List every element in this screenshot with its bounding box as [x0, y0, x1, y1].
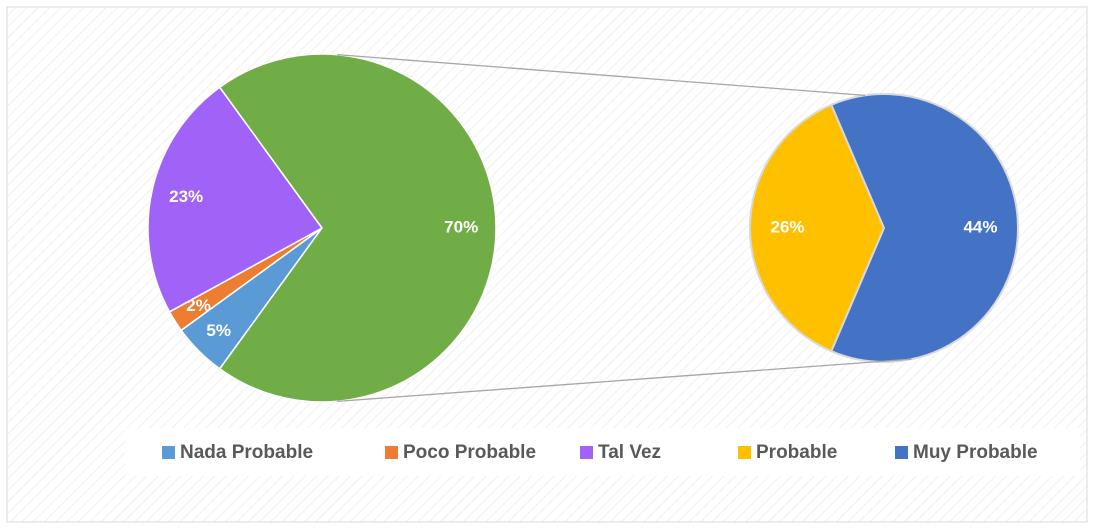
data-label: 26% — [771, 217, 805, 236]
connector-line — [337, 358, 912, 402]
connector-line — [337, 54, 866, 96]
legend-label: Poco Probable — [403, 442, 536, 463]
legend-label: Nada Probable — [180, 442, 313, 463]
legend-swatch — [580, 446, 593, 459]
legend-label: Probable — [756, 442, 837, 463]
pie-slice — [749, 103, 886, 353]
data-label: 23% — [169, 187, 203, 206]
data-label: 44% — [963, 217, 997, 236]
pie-slice — [147, 86, 324, 313]
legend-swatch — [162, 446, 175, 459]
data-label: 70% — [444, 217, 478, 236]
pie-slice — [218, 53, 497, 403]
pie-slice — [830, 93, 1019, 363]
legend-swatch — [385, 446, 398, 459]
legend-label: Muy Probable — [913, 442, 1038, 463]
legend-label: Tal Vez — [598, 442, 661, 463]
legend-swatch — [895, 446, 908, 459]
data-label: 5% — [206, 321, 231, 340]
legend-swatch — [738, 446, 751, 459]
data-label: 2% — [186, 296, 211, 315]
legend-box — [125, 428, 1080, 476]
